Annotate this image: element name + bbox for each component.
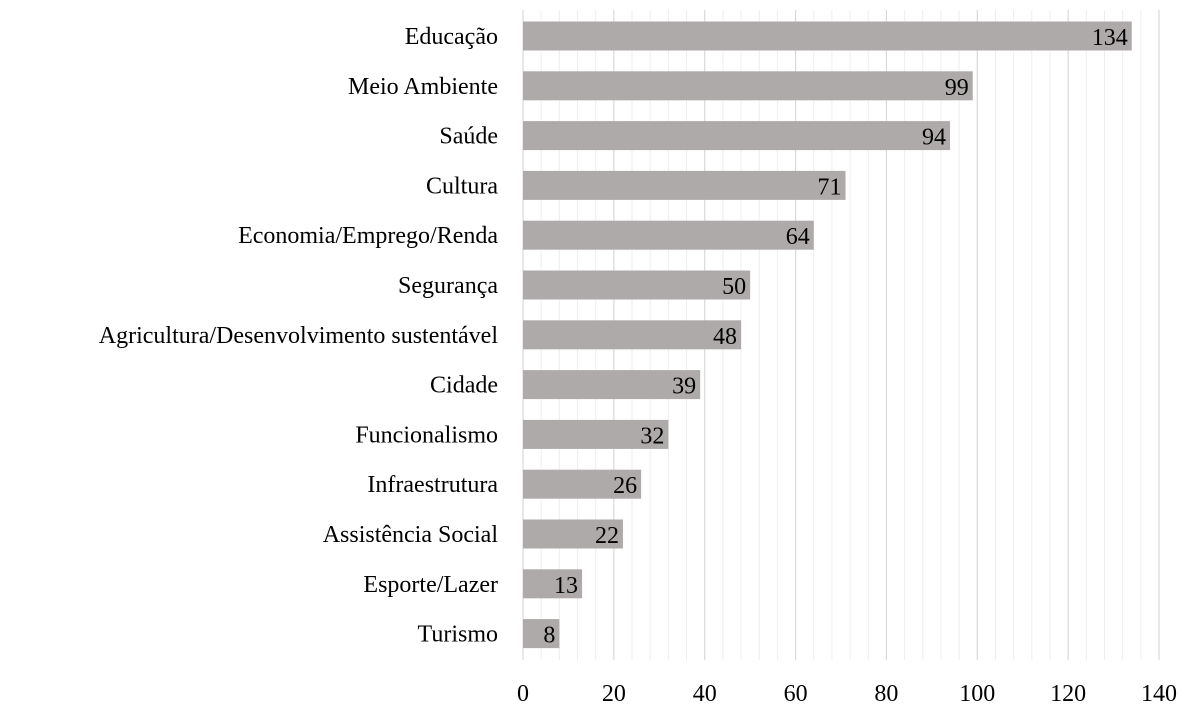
bar: [523, 270, 751, 300]
category-label: Agricultura/Desenvolvimento sustentável: [99, 323, 499, 349]
x-tick-label: 140: [1141, 681, 1177, 706]
bar: [523, 619, 560, 649]
category-label: Funcionalismo: [355, 422, 498, 448]
category-label: Turismo: [418, 622, 498, 648]
bar: [523, 569, 583, 599]
x-tick-label: 120: [1050, 681, 1086, 706]
data-label: 39: [672, 374, 696, 400]
bar: [523, 170, 846, 200]
bar: [523, 121, 951, 151]
data-label: 48: [713, 324, 737, 350]
bar: [523, 71, 973, 101]
x-tick-label: 20: [602, 681, 626, 706]
bar: [523, 21, 1132, 51]
data-label: 50: [722, 274, 746, 300]
data-label: 71: [818, 174, 842, 200]
data-label: 99: [945, 75, 969, 101]
x-tick-label: 0: [517, 681, 529, 706]
data-label: 64: [786, 224, 810, 250]
minor-gridlines: [540, 10, 1142, 660]
bar: [523, 320, 742, 350]
category-label: Economia/Emprego/Renda: [238, 223, 498, 249]
bar: [523, 220, 814, 250]
category-label: Cidade: [430, 373, 498, 399]
data-label: 13: [554, 573, 578, 599]
bar: [523, 519, 623, 549]
category-labels: Educação Meio Ambiente Saúde Cultura Economi…: [99, 24, 499, 648]
category-label: Assistência Social: [323, 522, 499, 548]
bars-group: [523, 21, 1132, 649]
x-axis-tick-labels: 0 20 40 60 80 100 120 140: [517, 681, 1177, 706]
x-tick-label: 40: [693, 681, 717, 706]
x-tick-label: 60: [784, 681, 808, 706]
bar: [523, 370, 701, 400]
data-label: 26: [613, 473, 637, 499]
x-tick-label: 80: [874, 681, 898, 706]
bar: [523, 469, 642, 499]
category-label: Meio Ambiente: [348, 74, 498, 100]
data-label: 134: [1092, 25, 1128, 51]
x-tick-label: 100: [959, 681, 995, 706]
category-label: Segurança: [398, 273, 498, 299]
data-label: 22: [595, 523, 619, 549]
category-label: Saúde: [439, 124, 498, 150]
category-label: Cultura: [426, 173, 498, 199]
category-label: Esporte/Lazer: [363, 572, 498, 598]
bar: [523, 419, 669, 449]
data-label: 8: [543, 623, 555, 649]
data-label: 32: [640, 423, 664, 449]
category-label: Infraestrutura: [367, 472, 498, 498]
data-label: 94: [922, 125, 946, 151]
category-label: Educação: [405, 24, 498, 50]
